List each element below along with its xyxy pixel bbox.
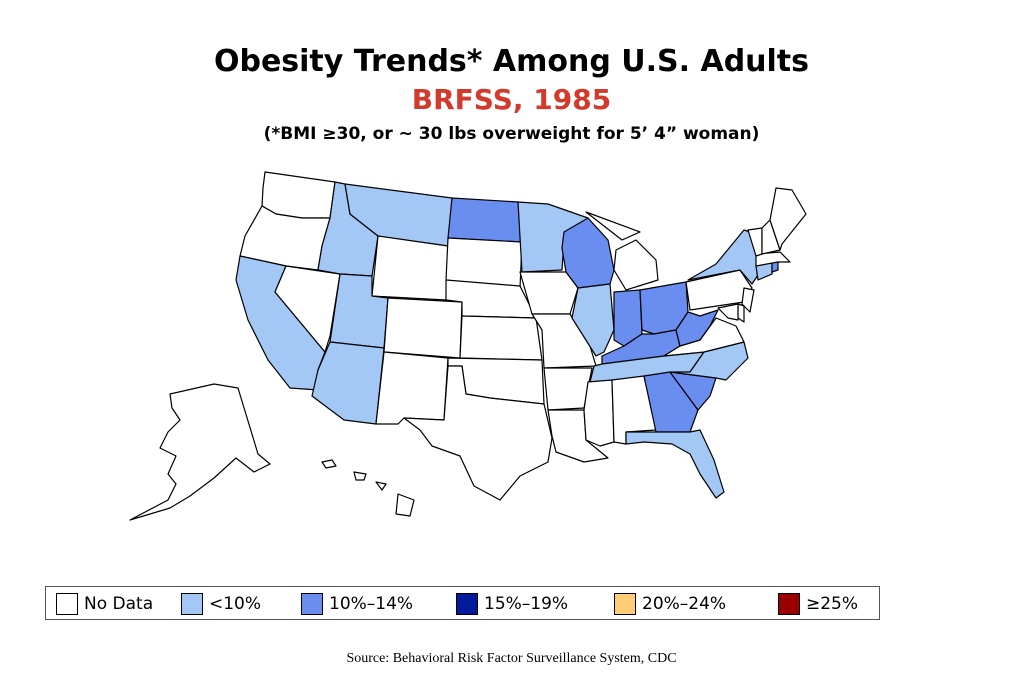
legend-label: ≥25% (806, 594, 859, 614)
map-subtitle: BRFSS, 1985 (411, 83, 612, 116)
state-FL (625, 429, 725, 499)
state-WY (371, 235, 449, 301)
legend-item-10-14: 10%–14% (301, 592, 413, 616)
legend-label: 15%–19% (484, 594, 569, 614)
state-NJ (741, 287, 755, 313)
legend-swatch (614, 593, 636, 615)
legend-swatch (301, 593, 323, 615)
state-GA (643, 371, 699, 433)
legend-label: 10%–14% (329, 594, 414, 614)
legend-label: 20%–24% (642, 594, 727, 614)
us-map (129, 171, 807, 521)
state-MA (755, 251, 791, 267)
legend-swatch (778, 593, 800, 615)
legend-item-no-data: No Data (56, 592, 153, 616)
legend-item-under-10: <10% (181, 592, 261, 616)
state-CO (383, 297, 463, 359)
source-note: Source: Behavioral Risk Factor Surveilla… (346, 651, 677, 666)
legend-swatch (456, 593, 478, 615)
map-title: Obesity Trends* Among U.S. Adults (213, 44, 810, 79)
state-WV (675, 309, 719, 347)
legend-swatch (56, 593, 78, 615)
state-MS (583, 379, 615, 447)
state-HI (321, 459, 415, 517)
legend-swatch (181, 593, 203, 615)
state-WA (261, 171, 336, 219)
state-AK (129, 383, 271, 521)
state-WI (561, 217, 615, 289)
state-ND (447, 197, 523, 243)
state-ME (769, 187, 807, 251)
legend-item-15-19: 15%–19% (456, 592, 568, 616)
state-KS (459, 315, 543, 361)
state-DE (737, 303, 745, 323)
state-TX (403, 365, 553, 501)
bmi-note: (*BMI ≥30, or ~ 30 lbs overweight for 5’… (263, 124, 760, 144)
state-MD (717, 303, 739, 321)
legend-label: No Data (84, 594, 154, 614)
state-IL (571, 283, 615, 357)
state-NM (375, 351, 449, 425)
legend-label: <10% (209, 594, 262, 614)
legend-item-25-plus: ≥25% (778, 592, 858, 616)
state-IA (519, 271, 579, 315)
state-MI (585, 211, 659, 291)
legend: No Data <10% 10%–14% 15%–19% 20%–24% ≥25… (45, 586, 880, 620)
legend-item-20-24: 20%–24% (614, 592, 726, 616)
